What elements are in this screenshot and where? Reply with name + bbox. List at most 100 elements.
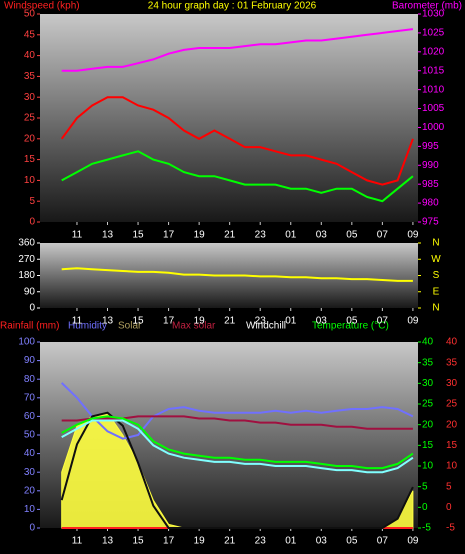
x-tick-label: 15: [132, 316, 144, 327]
y2-tick-label: 30: [422, 378, 434, 389]
legend-entry: Max solar: [172, 321, 216, 332]
line: [60, 411, 414, 529]
y-tick-label: 30: [24, 92, 36, 103]
plot-background: [40, 14, 418, 222]
y-tick-label: 20: [24, 485, 36, 496]
legend-entry: Windchill: [246, 321, 286, 332]
x-tick-label: 21: [224, 230, 236, 241]
y2-tick-label: S: [433, 270, 440, 281]
line: [61, 28, 414, 72]
y2-tick-label: N: [432, 303, 439, 314]
legend-entry: Solar: [118, 321, 142, 332]
y2-tick-label: 35: [446, 357, 458, 368]
x-tick-label: 17: [163, 230, 175, 241]
y-tick-label: 40: [24, 448, 36, 459]
y-tick-label: 80: [24, 374, 36, 385]
y2-axis-label: Barometer (mb): [392, 1, 462, 12]
x-tick-label: 15: [132, 230, 144, 241]
line: [61, 419, 414, 474]
y-tick-label: 180: [18, 270, 35, 281]
x-tick-label: 07: [377, 316, 389, 327]
x-tick-label: 15: [132, 536, 144, 547]
x-tick-label: 13: [102, 536, 114, 547]
x-tick-label: 23: [255, 316, 267, 327]
y-tick-label: 0: [29, 217, 35, 228]
x-tick-label: 05: [346, 230, 358, 241]
y-tick-label: 45: [24, 29, 36, 40]
y2-tick-label: 1030: [422, 9, 445, 20]
y-tick-label: 90: [24, 286, 36, 297]
y2-tick-label: 5: [422, 481, 428, 492]
y-tick-label: 10: [24, 175, 36, 186]
y-tick-label: 360: [18, 238, 35, 249]
y2-tick-label: 25: [446, 399, 458, 410]
x-tick-label: 19: [194, 230, 206, 241]
y-tick-label: 0: [29, 523, 35, 534]
y-axis-label: Windspeed (kph): [4, 1, 80, 12]
line: [61, 415, 414, 470]
y-tick-label: 90: [24, 355, 36, 366]
x-tick-label: 05: [346, 536, 358, 547]
line: [60, 96, 414, 186]
y2-tick-label: -5: [422, 523, 431, 534]
line: [61, 382, 414, 440]
x-tick-label: 05: [346, 316, 358, 327]
x-tick-label: 13: [102, 316, 114, 327]
y-tick-label: 60: [24, 411, 36, 422]
y2-tick-label: -5: [446, 523, 455, 534]
y2-tick-label: 35: [422, 357, 434, 368]
x-tick-label: 21: [224, 536, 236, 547]
y-tick-label: 25: [24, 113, 36, 124]
x-tick-label: 17: [163, 316, 175, 327]
y-tick-label: 5: [29, 196, 35, 207]
legend-entry: Temperature (°C): [312, 321, 389, 332]
x-tick-label: 21: [224, 316, 236, 327]
y2-tick-label: N: [432, 238, 439, 249]
y2-tick-label: 1025: [422, 28, 445, 39]
y-tick-label: 20: [24, 133, 36, 144]
y2-tick-label: 30: [446, 378, 458, 389]
y2-tick-label: 1000: [422, 122, 445, 133]
x-tick-label: 07: [377, 230, 389, 241]
x-tick-label: 01: [285, 230, 297, 241]
y2-tick-label: 40: [422, 337, 434, 348]
y-tick-label: 270: [18, 254, 35, 265]
x-tick-label: 03: [316, 536, 328, 547]
chart-title: 24 hour graph day : 01 February 2026: [148, 1, 317, 12]
x-tick-label: 01: [285, 536, 297, 547]
y2-tick-label: 995: [422, 141, 439, 152]
x-tick-label: 01: [285, 316, 297, 327]
y2-tick-label: 5: [446, 481, 452, 492]
y-tick-label: 35: [24, 71, 36, 82]
y2-tick-label: 25: [422, 399, 434, 410]
y-tick-label: 70: [24, 392, 36, 403]
y-tick-label: 15: [24, 154, 36, 165]
y2-tick-label: 1020: [422, 46, 445, 57]
x-tick-label: 13: [102, 230, 114, 241]
y2-tick-label: 990: [422, 160, 439, 171]
y2-tick-label: 985: [422, 179, 439, 190]
y2-tick-label: 1010: [422, 84, 445, 95]
line: [61, 267, 413, 282]
line: [61, 150, 414, 203]
y2-tick-label: 0: [422, 502, 428, 513]
y2-tick-label: 20: [422, 419, 434, 430]
x-tick-label: 23: [255, 230, 267, 241]
y2-tick-label: 15: [446, 440, 458, 451]
x-tick-label: 23: [255, 536, 267, 547]
x-tick-label: 11: [72, 536, 83, 547]
y-tick-label: 50: [24, 9, 36, 20]
x-tick-label: 03: [316, 316, 328, 327]
x-tick-label: 09: [407, 316, 419, 327]
y2-tick-label: 1015: [422, 65, 445, 76]
y-tick-label: 50: [24, 430, 36, 441]
legend-entry: Rainfall (mm): [0, 321, 59, 332]
y2-tick-label: 10: [422, 461, 434, 472]
y2-tick-label: 975: [422, 217, 439, 228]
y-tick-label: 0: [29, 303, 35, 314]
y2-tick-label: 980: [422, 198, 439, 209]
legend-entry: Humidity: [68, 321, 107, 332]
y-tick-label: 10: [24, 504, 36, 515]
y2-tick-label: 10: [446, 461, 458, 472]
